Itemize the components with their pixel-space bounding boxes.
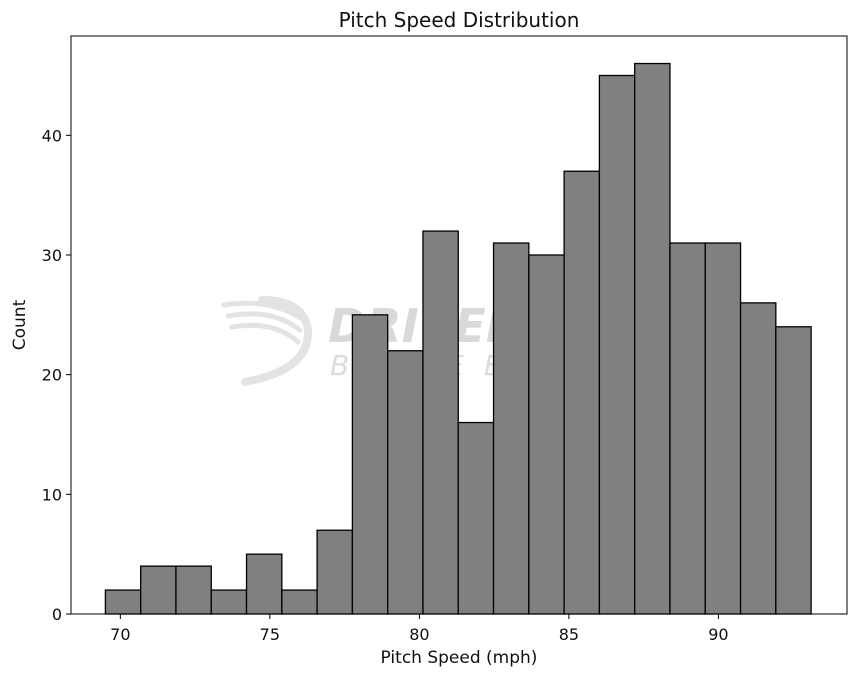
x-tick-label: 85 xyxy=(559,625,579,644)
histogram-bar xyxy=(210,589,248,615)
x-tick-label: 90 xyxy=(708,625,728,644)
histogram-bar xyxy=(704,242,742,615)
histogram-bar xyxy=(528,254,565,615)
histogram-bar xyxy=(281,589,318,615)
y-tick-label: 20 xyxy=(42,366,62,385)
histogram-bar xyxy=(739,302,777,615)
y-tick-label: 40 xyxy=(42,126,62,145)
histogram-bar xyxy=(175,565,212,615)
histogram-bar xyxy=(316,529,354,615)
histogram-bar xyxy=(140,565,177,615)
histogram-bar xyxy=(104,589,142,615)
watermark-logo-icon xyxy=(221,296,313,386)
histogram-bar xyxy=(775,326,812,615)
histogram-bar xyxy=(422,230,459,615)
y-tick-label: 0 xyxy=(52,605,62,624)
chart-title: Pitch Speed Distribution xyxy=(339,8,580,32)
x-tick-label: 70 xyxy=(110,625,130,644)
y-axis-label: Count xyxy=(10,299,30,350)
histogram-bar xyxy=(598,74,636,615)
histogram-bar xyxy=(387,350,424,615)
x-axis-ticks: 70 75 80 85 90 xyxy=(110,614,729,644)
x-tick-label: 80 xyxy=(409,625,429,644)
x-tick-label: 75 xyxy=(260,625,280,644)
y-tick-label: 10 xyxy=(42,485,62,504)
histogram-bars xyxy=(104,62,812,615)
histogram-bar xyxy=(634,62,671,615)
histogram-bar xyxy=(669,242,706,615)
plot-frame xyxy=(70,35,848,615)
histogram-bar xyxy=(351,314,389,615)
x-axis-label: Pitch Speed (mph) xyxy=(381,648,538,668)
histogram-bar xyxy=(563,170,601,615)
histogram-bar xyxy=(492,242,530,615)
y-axis-ticks: 0 10 20 30 40 xyxy=(42,126,71,624)
y-tick-label: 30 xyxy=(42,246,62,265)
histogram-bar xyxy=(457,421,495,615)
histogram-bar xyxy=(245,553,283,615)
